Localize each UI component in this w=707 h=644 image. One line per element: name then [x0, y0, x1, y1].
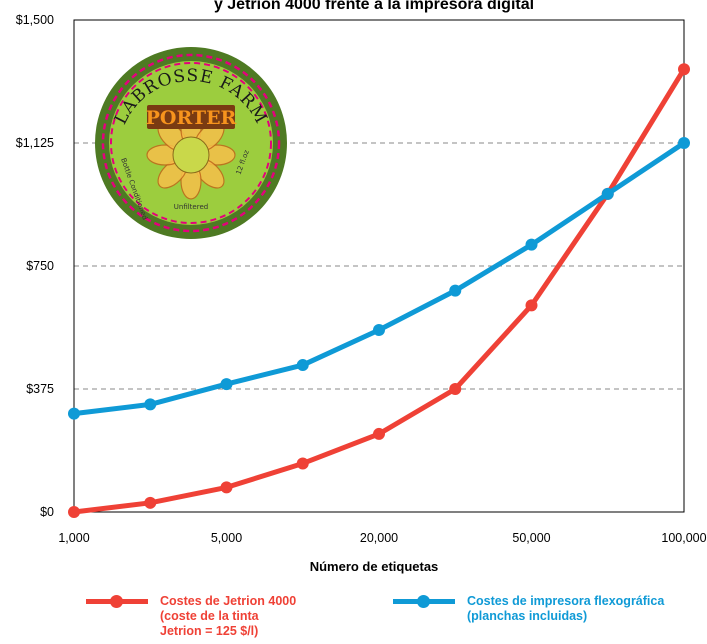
x-tick-label: 5,000	[211, 531, 242, 545]
legend-label-flexo: Costes de impresora flexográfica (planch…	[467, 594, 665, 623]
legend-label-jetrion: Costes de Jetrion 4000 (coste de la tint…	[160, 594, 297, 638]
series-0-point	[525, 299, 538, 312]
series-1-point	[68, 407, 80, 420]
legend-swatch-flexo	[393, 594, 455, 608]
legend-item-jetrion: Costes de Jetrion 4000 (coste de la tint…	[86, 594, 296, 639]
y-tick-label: $1,125	[16, 136, 54, 150]
series-0-point	[449, 383, 462, 395]
badge-title-plate	[147, 105, 235, 129]
series-1-point	[296, 359, 309, 372]
x-tick-label: 1,000	[58, 531, 89, 545]
series-0-point	[373, 427, 385, 440]
x-tick-labels: 1,000 5,000 20,000 50,000 100,000	[58, 531, 706, 545]
y-tick-labels: $0 $375 $750 $1,125 $1,500	[16, 13, 54, 519]
y-tick-label: $375	[26, 382, 54, 396]
x-tick-label: 20,000	[360, 531, 398, 545]
legend-item-flexo: Costes de impresora flexográfica (planch…	[393, 594, 664, 624]
x-tick-label: 50,000	[512, 531, 550, 545]
series-lines	[68, 63, 690, 518]
series-1-point	[220, 378, 233, 391]
series-0-point	[68, 506, 80, 518]
chart-title: y Jetrion 4000 frente a la impresora dig…	[213, 0, 535, 13]
series-1-point	[601, 187, 614, 200]
series-1-point	[449, 284, 462, 297]
y-tick-label: $750	[26, 259, 54, 273]
series-1-point	[144, 398, 157, 411]
series-0-point	[220, 481, 233, 494]
series-0-point	[144, 496, 157, 509]
series-1-point	[373, 323, 385, 336]
axes	[73, 19, 685, 513]
legend-swatch-jetrion	[86, 594, 148, 608]
plot-frame	[73, 19, 685, 513]
badge-bottom-text: Unfiltered	[174, 203, 208, 211]
series-1-point	[525, 238, 538, 251]
x-axis-label: Número de etiquetas	[309, 559, 439, 574]
series-0-point	[296, 457, 309, 470]
series-1-point	[678, 137, 690, 149]
series-0-point	[678, 63, 690, 76]
x-tick-label: 100,000	[661, 531, 706, 545]
badge-stitch-inner	[110, 62, 272, 224]
badge-stitch-outer	[101, 53, 281, 233]
badge-title: PORTER	[146, 107, 237, 129]
y-tick-label: $0	[40, 505, 54, 519]
y-tick-label: $1,500	[16, 13, 54, 27]
